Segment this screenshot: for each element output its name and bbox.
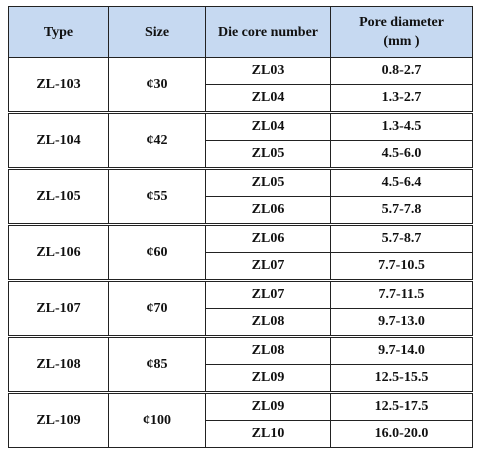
type-cell: ZL-105 [8,167,109,225]
pore-diameter-cell: 5.7-7.8 [330,196,473,225]
table-row: ZL05 4.5-6.0 [9,140,473,169]
die-core-cell: ZL08 [205,335,331,365]
pore-diameter-cell: 16.0-20.0 [330,420,473,448]
table-row: ZL07 7.7-10.5 [9,252,473,281]
table-body: ZL-103 ¢30 ZL03 0.8-2.7 ZL04 1.3-2.7 ZL-104 ¢42… [8,57,473,448]
die-core-cell: ZL05 [205,140,331,169]
die-core-cell: ZL07 [205,252,331,281]
table-row: ZL-105 ¢55 ZL05 4.5-6.4 [8,167,473,225]
table-row: ZL08 9.7-13.0 [9,308,473,337]
header-row: Type Size Die core number Pore diameter (mm… [8,6,473,58]
type-cell: ZL-106 [8,223,109,281]
die-core-cell: ZL08 [205,308,331,337]
size-cell: ¢85 [108,335,206,393]
type-cell: ZL-107 [8,279,109,337]
type-cell: ZL-103 [8,57,109,113]
die-core-cell: ZL09 [205,364,331,393]
pore-diameter-cell: 4.5-6.0 [330,140,473,169]
table-row: ZL-106 ¢60 ZL06 5.7-8.7 [8,223,473,281]
pore-diameter-cell: 4.5-6.4 [330,167,473,197]
die-core-cell: ZL04 [205,111,331,141]
die-core-cell: ZL06 [205,223,331,253]
pore-diameter-cell: 12.5-17.5 [330,391,473,421]
table-row: ZL10 16.0-20.0 [9,420,473,448]
table-row: ZL-107 ¢70 ZL07 7.7-11.5 [8,279,473,337]
table-row: ZL-103 ¢30 ZL03 0.8-2.7 [8,57,473,113]
die-core-cell: ZL04 [205,84,331,113]
table-row: ZL-108 ¢85 ZL08 9.7-14.0 [8,335,473,393]
table-row: ZL-109 ¢100 ZL09 12.5-17.5 [8,391,473,448]
size-cell: ¢100 [108,391,206,448]
size-cell: ¢70 [108,279,206,337]
die-core-cell: ZL07 [205,279,331,309]
size-cell: ¢55 [108,167,206,225]
die-core-cell: ZL10 [205,420,331,448]
die-core-cell: ZL05 [205,167,331,197]
pore-diameter-cell: 12.5-15.5 [330,364,473,393]
type-cell: ZL-104 [8,111,109,169]
data-table: Type Size Die core number Pore diameter (mm… [8,6,473,448]
size-cell: ¢60 [108,223,206,281]
die-core-cell: ZL09 [205,391,331,421]
type-cell: ZL-109 [8,391,109,448]
table-row: ZL06 5.7-7.8 [9,196,473,225]
size-cell: ¢30 [108,57,206,113]
table-row: ZL-104 ¢42 ZL04 1.3-4.5 [8,111,473,169]
pore-diameter-cell: 1.3-2.7 [330,84,473,113]
header-cell: Pore diameter (mm ) [330,6,473,58]
header-cell: Die core number [205,6,331,58]
die-core-cell: ZL06 [205,196,331,225]
header-cell: Type [8,6,109,58]
pore-diameter-cell: 9.7-13.0 [330,308,473,337]
table-row: ZL09 12.5-15.5 [9,364,473,393]
header-cell: Size [108,6,206,58]
pore-diameter-cell: 1.3-4.5 [330,111,473,141]
table-row: ZL04 1.3-2.7 [9,84,473,113]
type-cell: ZL-108 [8,335,109,393]
size-cell: ¢42 [108,111,206,169]
pore-diameter-cell: 9.7-14.0 [330,335,473,365]
pore-diameter-cell: 0.8-2.7 [330,57,473,85]
pore-diameter-cell: 7.7-11.5 [330,279,473,309]
die-core-cell: ZL03 [205,57,331,85]
pore-diameter-cell: 7.7-10.5 [330,252,473,281]
pore-diameter-cell: 5.7-8.7 [330,223,473,253]
